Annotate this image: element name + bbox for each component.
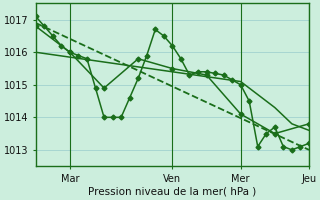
X-axis label: Pression niveau de la mer( hPa ): Pression niveau de la mer( hPa ) <box>88 187 256 197</box>
